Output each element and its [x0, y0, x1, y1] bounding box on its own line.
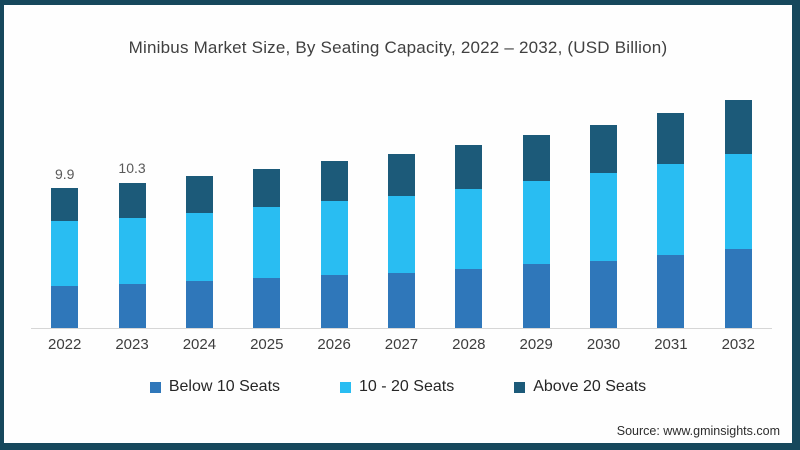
x-axis-line — [31, 328, 772, 329]
bar-column-2030[interactable] — [570, 124, 637, 329]
bar-column-2026[interactable] — [300, 161, 367, 329]
segment-10-20-seats-2027[interactable] — [387, 195, 415, 273]
stacked-bar-2030 — [590, 124, 618, 329]
segment-10-20-seats-2029[interactable] — [522, 180, 550, 265]
segment-above-20-seats-2032[interactable] — [724, 100, 752, 155]
bar-column-2028[interactable] — [435, 145, 502, 329]
segment-below-10-seats-2024[interactable] — [185, 281, 213, 329]
segment-10-20-seats-2032[interactable] — [724, 154, 752, 249]
legend: Below 10 Seats 10 - 20 Seats Above 20 Seat… — [4, 378, 792, 396]
legend-item-above-20-seats[interactable]: Above 20 Seats — [514, 378, 646, 396]
segment-10-20-seats-2028[interactable] — [455, 189, 483, 269]
segment-below-10-seats-2025[interactable] — [253, 277, 281, 329]
segment-10-20-seats-2023[interactable] — [118, 217, 146, 284]
bars-container: 9.9 10.3 — [31, 5, 772, 329]
bar-column-2024[interactable] — [166, 176, 233, 329]
bar-column-2023[interactable]: 10.3 — [98, 161, 165, 329]
segment-above-20-seats-2024[interactable] — [185, 176, 213, 214]
plot-area: 9.9 10.3 — [31, 5, 772, 329]
x-axis-label-2026: 2026 — [317, 336, 351, 353]
segment-above-20-seats-2029[interactable] — [522, 135, 550, 181]
stacked-bar-2022 — [51, 188, 79, 329]
segment-below-10-seats-2028[interactable] — [455, 268, 483, 329]
segment-below-10-seats-2029[interactable] — [522, 264, 550, 329]
stacked-bar-2024 — [185, 176, 213, 329]
segment-10-20-seats-2031[interactable] — [657, 164, 685, 256]
segment-above-20-seats-2030[interactable] — [590, 124, 618, 173]
stacked-bar-2031 — [657, 113, 685, 329]
segment-below-10-seats-2030[interactable] — [590, 260, 618, 329]
x-axis-label-2024: 2024 — [182, 336, 217, 353]
segment-above-20-seats-2025[interactable] — [253, 169, 281, 207]
segment-10-20-seats-2025[interactable] — [253, 206, 281, 278]
legend-label: Below 10 Seats — [168, 378, 281, 395]
stacked-bar-2023 — [118, 182, 146, 329]
total-data-label-2023: 10.3 — [118, 160, 146, 177]
segment-below-10-seats-2022[interactable] — [51, 286, 79, 329]
legend-label: Above 20 Seats — [533, 378, 647, 395]
x-axis-label-2022: 2022 — [47, 336, 82, 353]
total-data-label-2022: 9.9 — [54, 166, 75, 183]
stacked-bar-2032 — [724, 100, 752, 329]
legend-swatch-icon — [340, 381, 352, 393]
x-axis-label-2025: 2025 — [250, 336, 284, 353]
stacked-bar-2026 — [320, 161, 348, 329]
legend-swatch-icon — [149, 381, 161, 393]
stacked-bar-2025 — [253, 169, 281, 329]
x-axis-label-2031: 2031 — [654, 336, 688, 353]
x-axis-label-2023: 2023 — [115, 336, 149, 353]
source-text: Source: www.gminsights.com — [616, 424, 780, 438]
bar-column-2032[interactable] — [705, 100, 772, 329]
segment-below-10-seats-2032[interactable] — [724, 248, 752, 329]
segment-above-20-seats-2031[interactable] — [657, 113, 685, 165]
segment-10-20-seats-2030[interactable] — [590, 172, 618, 261]
segment-10-20-seats-2026[interactable] — [320, 201, 348, 275]
segment-below-10-seats-2023[interactable] — [118, 283, 146, 329]
segment-above-20-seats-2027[interactable] — [387, 154, 415, 196]
bar-column-2031[interactable] — [637, 113, 704, 329]
stacked-bar-2027 — [387, 154, 415, 329]
segment-10-20-seats-2022[interactable] — [51, 221, 79, 287]
x-axis-label-2029: 2029 — [519, 336, 553, 353]
legend-item-below-10-seats[interactable]: Below 10 Seats — [149, 378, 281, 396]
bar-column-2025[interactable] — [233, 169, 300, 329]
legend-label: 10 - 20 Seats — [359, 378, 455, 395]
bar-column-2022[interactable]: 9.9 — [31, 166, 98, 329]
legend-item-10-20-seats[interactable]: 10 - 20 Seats — [340, 378, 454, 396]
stacked-bar-2028 — [455, 145, 483, 329]
x-axis-label-2028: 2028 — [452, 336, 486, 353]
segment-above-20-seats-2022[interactable] — [51, 188, 79, 222]
segment-below-10-seats-2031[interactable] — [657, 255, 685, 329]
stacked-bar-2029 — [522, 135, 550, 329]
chart-title: Minibus Market Size, By Seating Capacity… — [128, 38, 668, 57]
x-axis-label-2032: 2032 — [721, 336, 755, 353]
segment-above-20-seats-2028[interactable] — [455, 145, 483, 190]
segment-below-10-seats-2026[interactable] — [320, 275, 348, 329]
x-axis-label-2030: 2030 — [586, 336, 621, 353]
segment-below-10-seats-2027[interactable] — [387, 272, 415, 329]
bar-column-2027[interactable] — [368, 154, 435, 329]
segment-above-20-seats-2023[interactable] — [118, 182, 146, 218]
legend-swatch-icon — [514, 381, 526, 393]
bar-column-2029[interactable] — [503, 135, 570, 329]
segment-10-20-seats-2024[interactable] — [185, 213, 213, 282]
segment-above-20-seats-2026[interactable] — [320, 161, 348, 202]
x-axis-label-2027: 2027 — [384, 336, 419, 353]
x-axis-labels: 2022 2023 2024 2025 2026 2027 2028 2029 2030 2031… — [31, 336, 772, 353]
